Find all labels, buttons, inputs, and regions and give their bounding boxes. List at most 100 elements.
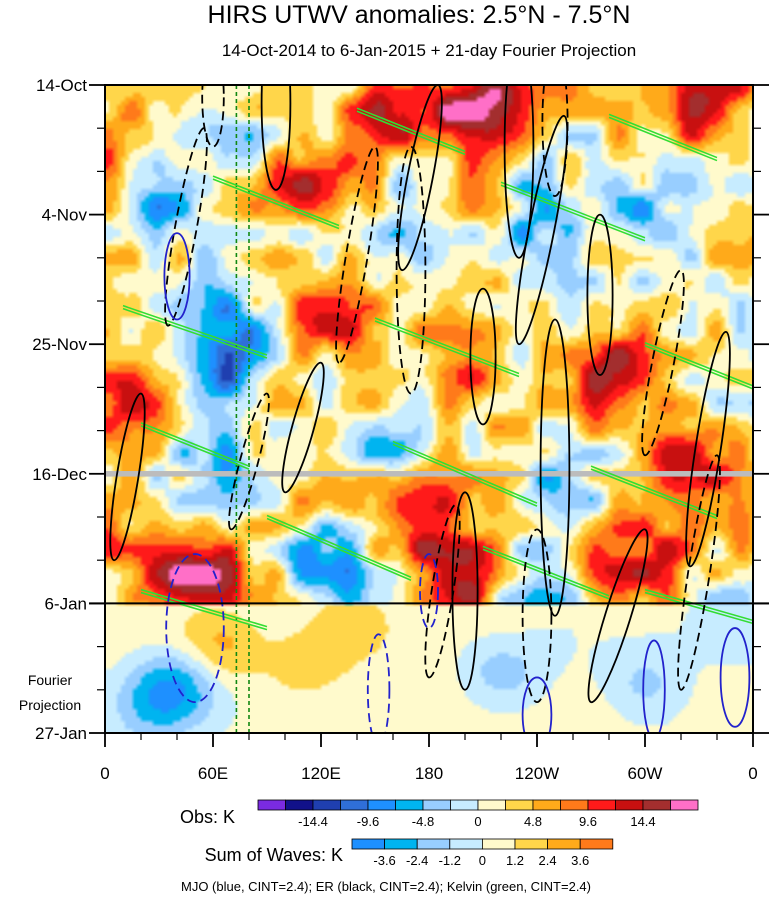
colorbar-swatch xyxy=(449,838,483,850)
colorbar-swatch xyxy=(257,799,286,811)
y-tick-label: 16-Dec xyxy=(32,465,87,484)
colorbar-tick-label: 2.4 xyxy=(539,853,557,868)
colorbar-tick-label: -3.6 xyxy=(373,853,395,868)
er-contour xyxy=(641,269,685,457)
colorbar-swatch xyxy=(587,799,616,811)
projection-label-line1: Fourier xyxy=(28,672,73,688)
colorbar-tick-label: -4.8 xyxy=(412,814,434,829)
kelvin-contour xyxy=(392,440,538,504)
er-contour xyxy=(586,213,614,376)
kelvin-contour xyxy=(590,465,718,517)
colorbar-swatch xyxy=(340,799,369,811)
plot-area xyxy=(105,85,753,733)
er-contour xyxy=(685,330,731,568)
kelvin-contour xyxy=(644,588,753,622)
x-tick-label: 180 xyxy=(415,764,443,783)
er-contour xyxy=(503,85,535,259)
colorbar-tick-label: 9.6 xyxy=(579,814,597,829)
er-contour xyxy=(677,454,721,691)
er-contour xyxy=(469,287,497,426)
colorbar-swatch xyxy=(642,799,671,811)
er-contour xyxy=(201,85,225,148)
colorbar-tick-label: 3.6 xyxy=(571,853,589,868)
colorbar-swatch xyxy=(670,799,699,811)
obs-colorbar: -14.4 -9.6 -4.8 0 4.8 9.6 14.4 xyxy=(257,799,699,829)
colorbar-swatch xyxy=(547,838,581,850)
anomaly-heatmap xyxy=(105,85,753,733)
kelvin-contour xyxy=(212,178,340,230)
colorbar-swatch xyxy=(477,799,506,811)
kelvin-contour xyxy=(122,307,268,359)
missing-data-stripe xyxy=(105,471,753,477)
colorbar-swatch xyxy=(312,799,341,811)
colorbar-swatch xyxy=(532,799,561,811)
er-contour xyxy=(451,491,479,691)
kelvin-contour xyxy=(500,181,646,239)
colorbar-swatch xyxy=(395,799,424,811)
colorbar-swatch xyxy=(384,838,418,850)
x-tick-label: 0 xyxy=(100,764,109,783)
colorbar-swatch xyxy=(481,838,516,850)
colorbar-swatch xyxy=(560,799,589,811)
kelvin-contour xyxy=(140,425,250,470)
x-tick-label: 60W xyxy=(628,764,663,783)
kelvin-contour xyxy=(500,184,646,242)
kelvin-contour xyxy=(140,591,268,631)
chart-subtitle: 14-Oct-2014 to 6-Jan-2015 + 21-day Fouri… xyxy=(222,41,636,60)
kelvin-contour xyxy=(644,341,753,387)
x-axis: 0 60E 120E 180 120W 60W 0 xyxy=(100,733,758,783)
y-tick-label: 25-Nov xyxy=(32,335,87,354)
colorbar-swatch xyxy=(351,838,385,850)
x-tick-label: 120E xyxy=(301,764,341,783)
colorbar-swatch xyxy=(615,799,644,811)
kelvin-contour xyxy=(212,175,340,227)
mjo-contour xyxy=(366,633,391,733)
er-contour xyxy=(541,85,569,197)
er-contour xyxy=(587,528,649,704)
y-tick-label: 27-Jan xyxy=(35,724,87,743)
kelvin-contour xyxy=(644,344,753,390)
colorbar-swatch xyxy=(505,799,534,811)
er-contour xyxy=(260,85,292,191)
kelvin-contour xyxy=(482,548,610,600)
mjo-contour xyxy=(642,639,666,733)
kelvin-contour xyxy=(266,517,412,581)
er-contour xyxy=(228,392,270,531)
kelvin-contour xyxy=(644,591,753,625)
er-contour xyxy=(539,318,571,617)
colorbar-tick-label: 1.2 xyxy=(506,853,524,868)
colorbar-swatch xyxy=(367,799,396,811)
mjo-contour xyxy=(165,553,225,704)
kelvin-contour xyxy=(392,443,538,507)
obs-colorbar-label: Obs: K xyxy=(180,807,235,827)
colorbar-swatch xyxy=(514,838,548,850)
y-tick-label: 4-Nov xyxy=(42,206,88,225)
colorbar-tick-label: -2.4 xyxy=(406,853,428,868)
mjo-contour xyxy=(521,676,553,733)
kelvin-contour xyxy=(482,545,610,597)
waves-colorbar: -3.6 -2.4 -1.2 0 1.2 2.4 3.6 xyxy=(351,838,614,868)
kelvin-contour xyxy=(140,588,268,628)
er-contour xyxy=(281,361,325,494)
y-axis: 14-Oct 4-Nov 25-Nov 16-Dec 6-Jan 27-Jan xyxy=(32,76,769,743)
kelvin-contour xyxy=(608,116,718,162)
colorbar-swatch xyxy=(450,799,479,811)
er-contour xyxy=(109,392,146,562)
projection-label-line2: Projection xyxy=(19,697,81,713)
x-tick-label: 60E xyxy=(198,764,228,783)
colorbar-tick-label: 14.4 xyxy=(630,814,655,829)
mjo-contour xyxy=(163,232,191,321)
waves-colorbar-label: Sum of Waves: K xyxy=(205,845,343,865)
legend-note: MJO (blue, CINT=2.4); ER (black, CINT=2.… xyxy=(181,879,591,894)
kelvin-contour xyxy=(122,304,268,356)
colorbar-tick-label: 0 xyxy=(474,814,481,829)
kelvin-contour xyxy=(140,422,250,467)
kelvin-contour xyxy=(608,113,718,159)
chart-title: HIRS UTWV anomalies: 2.5°N - 7.5°N xyxy=(208,1,631,29)
x-tick-label: 0 xyxy=(748,764,757,783)
colorbar-tick-label: -1.2 xyxy=(439,853,461,868)
er-contour xyxy=(395,145,427,395)
y-tick-label: 14-Oct xyxy=(36,76,87,95)
er-contour xyxy=(521,528,553,704)
